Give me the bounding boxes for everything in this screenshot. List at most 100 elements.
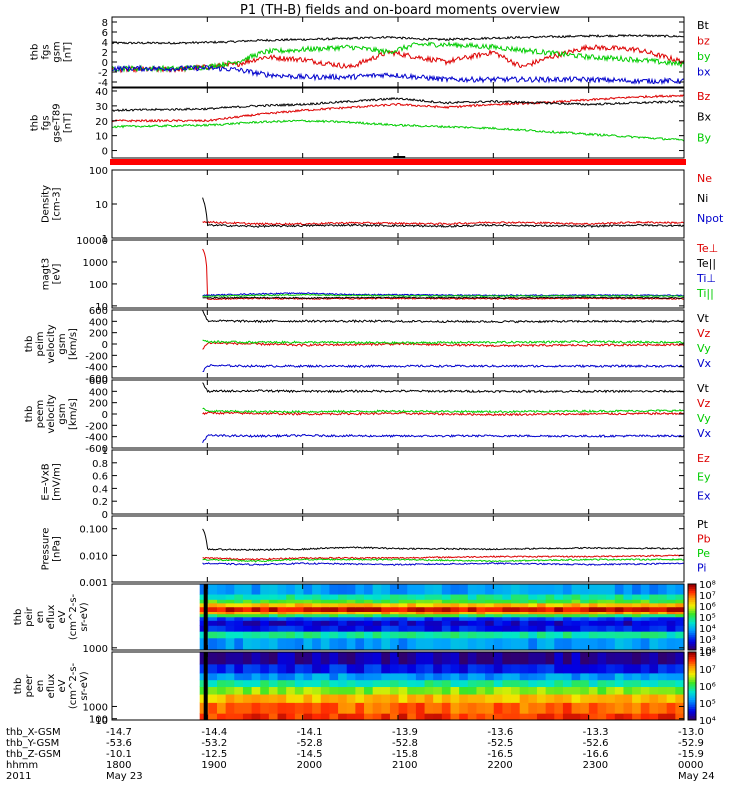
spectrogram-cell xyxy=(632,686,642,695)
spectrogram-cell xyxy=(234,652,244,665)
spectrogram-cell xyxy=(441,594,452,600)
spectrogram-cell xyxy=(260,637,270,651)
spectrogram-cell xyxy=(225,602,235,608)
spectrogram-cell xyxy=(389,611,400,615)
spectrogram-cell xyxy=(234,602,244,608)
spectrogram-cell xyxy=(398,663,408,674)
spectrogram-cell xyxy=(217,637,227,651)
colorbar-label: 10⁸ xyxy=(699,648,716,659)
spectrogram-cell xyxy=(632,611,642,615)
legend-3: Ti|| xyxy=(696,287,714,300)
spectrogram-cell xyxy=(536,686,547,695)
spectrogram-cell xyxy=(606,694,616,703)
spectrogram-cell xyxy=(217,702,227,714)
legend-1: Ni xyxy=(697,192,708,205)
spectrogram-cell xyxy=(415,584,426,595)
spectrogram-cell xyxy=(320,631,331,639)
xaxis-tick-value: -14.5 xyxy=(297,749,323,760)
spectrogram-cell xyxy=(536,652,547,665)
spectrogram-cell xyxy=(459,702,469,714)
spectrogram-cell xyxy=(277,625,287,632)
spectrogram-cell xyxy=(588,679,599,688)
spectrogram-cell xyxy=(554,672,564,681)
colorbar-segment xyxy=(688,636,696,640)
xaxis-tick-value: 2100 xyxy=(392,760,417,771)
spectrogram-cell xyxy=(493,599,503,604)
y-axis-label-line: thb xyxy=(24,406,35,423)
spectrogram-cell xyxy=(580,613,590,618)
spectrogram-cell xyxy=(649,672,659,681)
spectrogram-cell xyxy=(303,637,313,651)
y-axis-label-line: gse-T89 xyxy=(52,103,63,142)
legend-0: Bz xyxy=(697,90,711,103)
spectrogram-cell xyxy=(476,613,486,618)
spectrogram-cell xyxy=(536,631,547,639)
spectrogram-cell xyxy=(675,672,685,681)
spectrogram-cell xyxy=(320,652,331,665)
spectrogram-cell xyxy=(614,679,625,688)
spectrogram-cell xyxy=(571,637,581,651)
spectrogram-cell xyxy=(208,599,218,604)
xaxis-row-label: 2011 xyxy=(6,771,31,782)
spectrogram-cell xyxy=(649,606,659,612)
spectrogram-cell xyxy=(398,602,408,608)
spectrogram-cell xyxy=(658,702,668,714)
spectrogram-cell xyxy=(562,663,573,674)
spectrogram-cell xyxy=(597,611,607,615)
spectrogram-cell xyxy=(675,631,685,639)
series-vx-line xyxy=(202,364,685,372)
spectrogram-cell xyxy=(614,599,625,604)
spectrogram-cell xyxy=(217,606,227,612)
spectrogram-cell xyxy=(303,672,313,681)
spectrogram-cell xyxy=(571,679,581,688)
spectrogram-cell xyxy=(450,652,460,665)
colorbar-segment xyxy=(688,586,696,589)
spectrogram-cell xyxy=(485,702,495,714)
spectrogram-cell xyxy=(623,686,633,695)
spectrogram-cell xyxy=(554,702,564,714)
spectrogram-cell xyxy=(312,637,322,651)
spectrogram-cell xyxy=(294,694,305,703)
spectrogram-cell xyxy=(381,702,391,714)
spectrogram-cell xyxy=(571,606,581,612)
spectrogram-cell xyxy=(407,694,417,703)
spectrogram-cell xyxy=(666,620,676,626)
spectrogram-cell xyxy=(493,694,503,703)
colorbar-label: 10⁵ xyxy=(699,613,716,624)
series-bx-line xyxy=(111,64,685,86)
series-vy-line xyxy=(202,407,685,414)
spectrogram-cell xyxy=(346,686,356,695)
spectrogram-cell xyxy=(320,679,331,688)
spectrogram-cell xyxy=(268,611,279,615)
spectrogram-cell xyxy=(338,631,348,639)
spectrogram-cell xyxy=(364,672,374,681)
spectrogram-cell xyxy=(623,652,633,665)
spectrogram-cell xyxy=(234,606,244,612)
spectrogram-cell xyxy=(398,613,408,618)
spectrogram-cell xyxy=(640,637,651,651)
spectrogram-cell xyxy=(433,599,443,604)
spectrogram-cell xyxy=(658,631,668,639)
spectrogram-cell xyxy=(528,672,538,681)
spectrogram-cell xyxy=(588,620,599,626)
spectrogram-cell xyxy=(234,599,244,604)
spectrogram-cell xyxy=(536,616,547,621)
colorbar-segment xyxy=(688,679,696,682)
y-axis-label-line: Density xyxy=(41,185,52,223)
spectrogram-cell xyxy=(217,713,227,721)
xaxis-row-label: hhmm xyxy=(6,760,38,771)
y-axis-label-line: peem xyxy=(35,400,46,428)
spectrogram-cell xyxy=(493,625,503,632)
spectrogram-cell xyxy=(338,625,348,632)
spectrogram-cell xyxy=(312,686,322,695)
spectrogram-cell xyxy=(632,702,642,714)
spectrogram-cell xyxy=(277,620,287,626)
spectrogram-cell xyxy=(338,584,348,595)
y-axis-label: E=-VxB [mV/m] xyxy=(41,463,63,501)
spectrogram-cell xyxy=(511,616,521,621)
spectrogram-cell xyxy=(649,694,659,703)
spectrogram-cell xyxy=(511,613,521,618)
spectrogram-cell xyxy=(260,679,270,688)
spectrogram-cell xyxy=(545,599,555,604)
spectrogram-cell xyxy=(268,679,279,688)
